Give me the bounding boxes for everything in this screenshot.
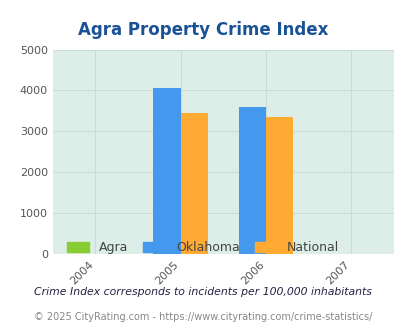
Text: © 2025 CityRating.com - https://www.cityrating.com/crime-statistics/: © 2025 CityRating.com - https://www.city…: [34, 313, 371, 322]
Legend: Agra, Oklahoma, National: Agra, Oklahoma, National: [62, 236, 343, 259]
Bar: [238, 107, 265, 254]
Bar: [265, 117, 292, 254]
Text: Crime Index corresponds to incidents per 100,000 inhabitants: Crime Index corresponds to incidents per…: [34, 287, 371, 297]
Bar: [153, 88, 180, 254]
Bar: [180, 113, 207, 254]
Text: Agra Property Crime Index: Agra Property Crime Index: [78, 21, 327, 40]
